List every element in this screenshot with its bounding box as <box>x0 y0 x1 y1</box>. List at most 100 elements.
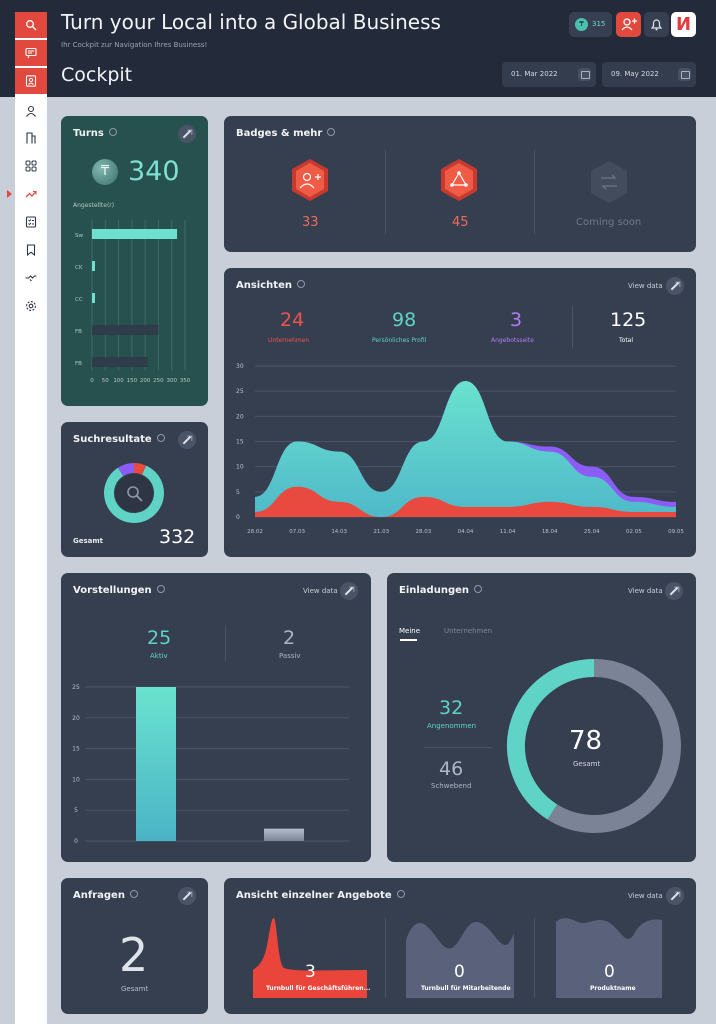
settings-icon <box>26 301 36 311</box>
angebote-card: Ansicht einzelner Angebote View data 3 T… <box>224 878 696 1014</box>
brand-logo[interactable]: И <box>671 12 696 37</box>
expand-button[interactable] <box>665 582 683 600</box>
date-from-picker[interactable]: 01. Mar 2022 <box>502 62 596 87</box>
view-data-link[interactable]: View data <box>628 282 663 290</box>
sidebar-item-cockpit[interactable] <box>7 181 47 207</box>
sidebar-item-company[interactable] <box>15 125 47 151</box>
sidebar-item-dashboard[interactable] <box>15 153 47 179</box>
x-tick-label: 09.05 <box>668 529 684 535</box>
suchresultate-donut <box>104 463 164 523</box>
divider <box>424 747 492 748</box>
x-tick-label: 07.03 <box>289 529 305 535</box>
anfragen-label: Gesamt <box>121 985 149 993</box>
handshake-icon <box>25 275 37 282</box>
expand-button[interactable] <box>340 582 358 600</box>
expand-button[interactable] <box>178 887 196 905</box>
expand-button[interactable] <box>666 887 684 905</box>
expand-button[interactable] <box>178 125 196 143</box>
tab-underline <box>400 639 417 641</box>
turns-card: Turns ₸ 340 Angestellte(r) 0 50 100 150 200 2… <box>61 116 208 406</box>
sidebar-item-tasks[interactable] <box>15 209 47 235</box>
sidebar-item-messages[interactable] <box>15 40 47 66</box>
info-icon[interactable] <box>296 280 305 288</box>
sidebar-item-profile[interactable] <box>15 98 47 124</box>
bar-passiv <box>264 828 304 841</box>
offer-value: 3 <box>305 962 316 982</box>
bar <box>92 325 159 335</box>
building-icon <box>26 132 36 144</box>
sidebar-item-search[interactable] <box>15 12 47 38</box>
x-tick-label: 28.03 <box>416 529 432 535</box>
stat-label: Persönliches Profil <box>372 337 427 344</box>
offer-sparkline-1 <box>253 917 367 998</box>
total-label: Gesamt <box>73 537 104 545</box>
tick-label: 250 <box>153 378 164 384</box>
info-icon[interactable] <box>108 128 117 136</box>
expand-button[interactable] <box>666 277 684 295</box>
bell-icon <box>650 19 663 31</box>
tick-label: 300 <box>166 378 177 384</box>
y-tick-label: 15 <box>236 439 244 446</box>
donut-segment-schwebend <box>547 659 681 833</box>
offer-label: Turnbull für Mitarbeitende <box>421 985 511 992</box>
date-from-value: 01. Mar 2022 <box>511 70 558 78</box>
badge-value: 45 <box>452 215 469 230</box>
view-data-link[interactable]: View data <box>628 892 663 900</box>
total-value: 332 <box>159 526 196 548</box>
y-tick-label: 10 <box>72 776 80 783</box>
sidebar-item-settings[interactable] <box>15 293 47 319</box>
app-subtitle: Ihr Cockpit zur Navigation Ihres Busines… <box>61 41 208 49</box>
bookmark-icon <box>26 244 36 256</box>
y-tick-label: 5 <box>236 489 240 496</box>
tab-meine[interactable]: Meine <box>399 627 421 635</box>
card-title: Badges & mehr <box>236 128 336 139</box>
stat-value: 125 <box>610 309 647 331</box>
offer-sparkline-3 <box>556 918 662 998</box>
chat-icon <box>25 47 37 59</box>
divider <box>534 918 535 998</box>
app-title: Turn your Local into a Global Business <box>61 10 441 34</box>
active-marker <box>7 190 12 198</box>
stat-value: 24 <box>280 309 305 331</box>
calendar-icon <box>578 68 591 81</box>
category-label: Sw <box>75 233 83 239</box>
bar <box>92 293 95 303</box>
stat-label: Total <box>619 337 634 344</box>
date-to-picker[interactable]: 09. May 2022 <box>602 62 696 87</box>
divider <box>225 625 226 661</box>
coin-balance[interactable]: ₸ 315 <box>569 12 612 37</box>
vorstellungen-card: Vorstellungen View data 25 Aktiv 2 Passi… <box>61 573 371 862</box>
donut-segment-purple <box>117 463 135 477</box>
sidebar-item-saved[interactable] <box>15 237 47 263</box>
passiv-value: 2 <box>283 627 296 649</box>
info-icon[interactable] <box>327 128 336 136</box>
view-data-link[interactable]: View data <box>628 587 663 595</box>
stat-value: 3 <box>510 309 523 331</box>
card-title: Suchresultate <box>73 434 165 445</box>
aktiv-label: Aktiv <box>150 652 168 660</box>
passiv-label: Passiv <box>279 652 301 660</box>
sidebar-item-contacts[interactable] <box>15 68 47 94</box>
y-tick-label: 10 <box>236 464 244 471</box>
tab-unternehmen[interactable]: Unternehmen <box>444 627 493 635</box>
info-icon[interactable] <box>156 434 165 442</box>
category-label: CC <box>75 297 83 303</box>
expand-button[interactable] <box>178 431 196 449</box>
add-user-button[interactable] <box>616 12 641 37</box>
info-icon[interactable] <box>474 585 483 593</box>
notifications-button[interactable] <box>644 12 669 37</box>
divider <box>534 150 535 234</box>
category-label: FB <box>75 361 82 367</box>
series-area-profil <box>255 381 676 517</box>
y-tick-label: 20 <box>236 413 244 420</box>
total-label: Gesamt <box>573 760 601 768</box>
info-icon[interactable] <box>156 585 165 593</box>
view-data-link[interactable]: View data <box>303 587 338 595</box>
vorstellungen-bar-chart: 0 5 10 15 20 25 <box>72 684 349 845</box>
offer-label: Produktname <box>590 985 636 992</box>
info-icon[interactable] <box>129 890 138 898</box>
x-tick-label: 11.04 <box>500 529 516 535</box>
info-icon[interactable] <box>396 890 405 898</box>
sidebar-item-deals[interactable] <box>15 265 47 291</box>
divider <box>385 150 386 234</box>
